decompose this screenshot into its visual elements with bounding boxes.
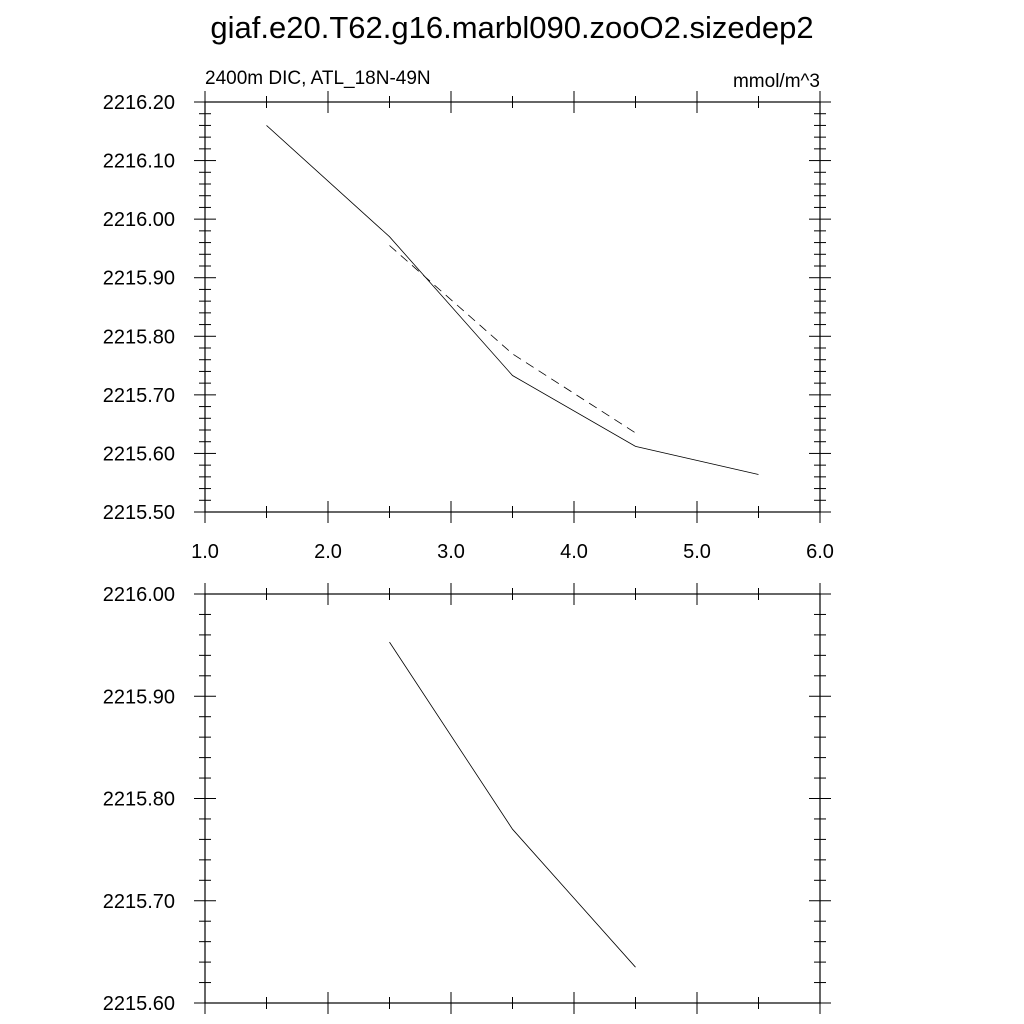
top-panel: 2400m DIC, ATL_18N-49N mmol/m^3 1.0 2.0 3.0 4… (103, 68, 834, 563)
series-line-solid (389, 641, 636, 968)
y-tick-label: 2215.80 (103, 326, 175, 348)
bottom-panel: 2215.60 2215.70 2215.80 2215.90 2216.00 (103, 583, 831, 1015)
figure-title: giaf.e20.T62.g16.marbl090.zooO2.sizedep2 (210, 10, 813, 45)
plot-frame (204, 593, 821, 1004)
y-tick-label: 2215.60 (103, 443, 175, 465)
y-tick-label: 2216.00 (103, 584, 175, 606)
y-tick-label: 2216.00 (103, 209, 175, 231)
x-tick-label: 2.0 (314, 541, 342, 563)
x-tick-label: 1.0 (191, 541, 219, 563)
y-tick-label: 2215.90 (103, 268, 175, 290)
x-tick-label: 4.0 (560, 541, 588, 563)
x-tick-label: 6.0 (806, 541, 834, 563)
series-line-solid (266, 125, 759, 475)
y-tick-label: 2215.50 (103, 502, 175, 524)
plot-frame (204, 101, 821, 513)
y-tick-label: 2216.20 (103, 92, 175, 114)
y-tick-label: 2215.90 (103, 686, 175, 708)
panel-units-label: mmol/m^3 (733, 71, 820, 92)
series-line-dashed (389, 245, 636, 434)
y-tick-label: 2216.10 (103, 151, 175, 173)
y-tick-label: 2215.70 (103, 385, 175, 407)
y-tick-label: 2215.80 (103, 789, 175, 811)
panel-left-label: 2400m DIC, ATL_18N-49N (205, 68, 431, 89)
x-tick-label: 3.0 (437, 541, 465, 563)
y-tick-label: 2215.70 (103, 891, 175, 913)
y-tick-label: 2215.60 (103, 993, 175, 1015)
x-tick-label: 5.0 (683, 541, 711, 563)
